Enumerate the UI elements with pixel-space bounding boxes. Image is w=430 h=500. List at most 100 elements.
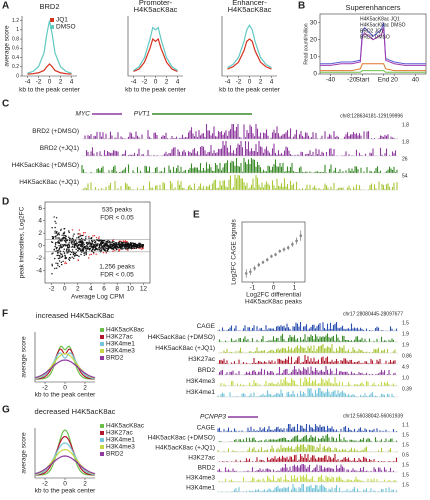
point	[65, 257, 67, 260]
point	[95, 248, 97, 251]
track-signal	[218, 474, 398, 482]
point	[108, 247, 110, 250]
legend-label: DMSO	[56, 24, 76, 31]
point	[109, 245, 111, 248]
point	[81, 240, 83, 242]
legend-swatch	[50, 18, 54, 22]
track-label: BRD2	[198, 465, 216, 472]
point	[78, 244, 80, 247]
point	[123, 247, 126, 249]
legend-label: BRD2 JQ1	[360, 28, 384, 34]
y-tick-label: 0.6	[12, 46, 19, 52]
point	[59, 246, 62, 248]
point	[253, 266, 256, 270]
point	[88, 235, 90, 238]
point	[142, 247, 145, 249]
point	[61, 253, 63, 256]
point	[55, 237, 57, 239]
point	[85, 246, 87, 248]
legend-swatch	[100, 328, 104, 332]
point	[80, 253, 82, 256]
track-scale: 1.5	[402, 472, 409, 478]
point	[107, 245, 110, 247]
track-scale: 1.9	[402, 342, 409, 348]
point	[74, 246, 76, 249]
point	[85, 249, 87, 252]
point	[66, 246, 69, 249]
legend-label: H4K5acK8ac DMSO	[360, 22, 406, 28]
annotation: 1,256 peaks	[99, 264, 135, 271]
point	[57, 252, 59, 254]
point	[113, 244, 115, 247]
x-tick-label: 0	[154, 79, 158, 86]
point	[286, 246, 290, 250]
x-tick-label: -2	[36, 79, 42, 86]
x-tick-label: End	[378, 77, 390, 84]
point	[102, 239, 104, 242]
axis	[34, 332, 95, 383]
point	[53, 248, 55, 250]
profile-line	[320, 27, 426, 66]
point	[103, 249, 105, 251]
point	[54, 244, 57, 246]
point	[133, 247, 136, 250]
point	[91, 247, 93, 249]
point	[58, 240, 60, 242]
annotation: 535 peaks	[102, 207, 133, 214]
point	[68, 249, 70, 252]
profile-line	[320, 22, 426, 65]
x-tick-label: 2	[259, 79, 263, 86]
point	[116, 247, 118, 249]
point	[62, 234, 65, 236]
point	[112, 250, 114, 252]
point	[97, 237, 100, 240]
point	[74, 252, 76, 255]
x-axis-label: kb to the peak center	[19, 87, 81, 94]
profile-line	[227, 24, 272, 69]
point	[58, 265, 61, 268]
point	[77, 246, 79, 248]
point	[97, 249, 99, 251]
point	[52, 236, 54, 239]
legend-swatch	[100, 342, 104, 346]
point	[84, 231, 86, 234]
legend-swatch	[100, 424, 104, 428]
point	[135, 247, 137, 249]
track-label: H4K5acK8ac (+DMSO)	[148, 435, 215, 442]
point	[55, 222, 57, 224]
track-scale: 4.9	[402, 364, 409, 370]
x-tick-label: 0	[63, 481, 67, 488]
point	[63, 231, 66, 233]
point	[62, 244, 64, 246]
point	[122, 240, 125, 242]
legend-label: BRD2	[106, 451, 124, 458]
point	[79, 248, 81, 250]
point	[120, 243, 123, 245]
point	[60, 228, 62, 231]
point	[86, 246, 89, 248]
point	[103, 244, 105, 246]
x-tick-label: 10	[127, 286, 135, 293]
point	[68, 258, 70, 260]
point	[118, 249, 120, 251]
point	[103, 246, 106, 248]
track-label: H3K27ac	[188, 356, 215, 363]
point	[77, 236, 80, 239]
point	[76, 242, 78, 245]
y-tick-label: 6	[38, 205, 42, 212]
point	[119, 247, 122, 249]
point	[90, 250, 93, 252]
point	[116, 242, 118, 244]
frame	[44, 201, 151, 284]
legend-label: H4K5acK8ac JQ1	[360, 16, 400, 22]
point	[140, 243, 142, 246]
point	[53, 216, 55, 218]
point	[57, 242, 59, 244]
point	[291, 242, 294, 246]
point	[83, 246, 86, 249]
point	[64, 262, 66, 265]
point	[55, 232, 58, 234]
x-tick-label: 0	[272, 285, 276, 292]
profile-line	[133, 26, 178, 71]
point	[58, 245, 60, 247]
